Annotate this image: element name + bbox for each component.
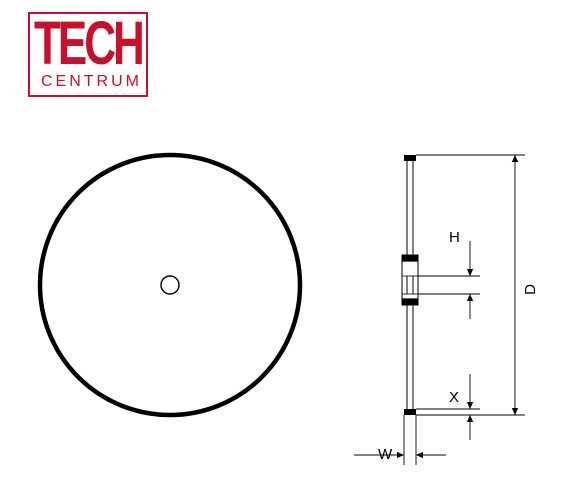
dim-label-W: W (378, 446, 392, 463)
dim-label-D: D (522, 284, 539, 295)
dim-label-X: X (449, 389, 459, 406)
dim-label-H: H (449, 229, 460, 246)
technical-drawing (0, 0, 568, 502)
